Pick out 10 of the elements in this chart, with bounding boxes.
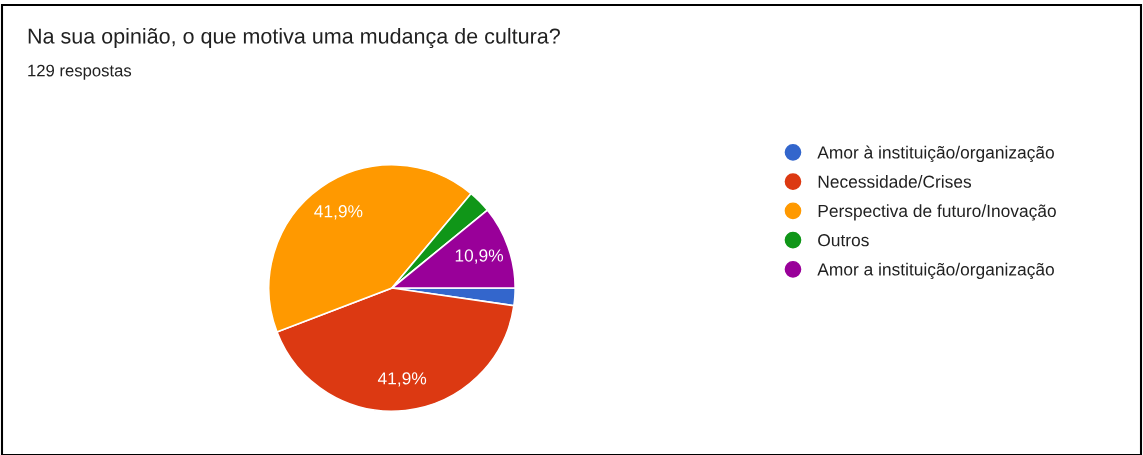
chart-title: Na sua opinião, o que motiva uma mudança de cultura? <box>28 27 560 49</box>
legend-label: Amor à instituição/organização <box>817 145 1054 163</box>
text: 129 respostas <box>28 64 132 80</box>
legend-label: Outros <box>818 234 869 247</box>
data-label: 41,9% <box>377 372 427 387</box>
data-label: 41,9% <box>314 205 363 220</box>
legend-label: Amor a instituição/organização <box>817 262 1054 280</box>
data-label: 10,9% <box>455 249 504 264</box>
legend-label: Perspectiva de futuro/Inovação <box>818 204 1056 221</box>
legend-label: Necessidade/Crises <box>818 175 972 188</box>
